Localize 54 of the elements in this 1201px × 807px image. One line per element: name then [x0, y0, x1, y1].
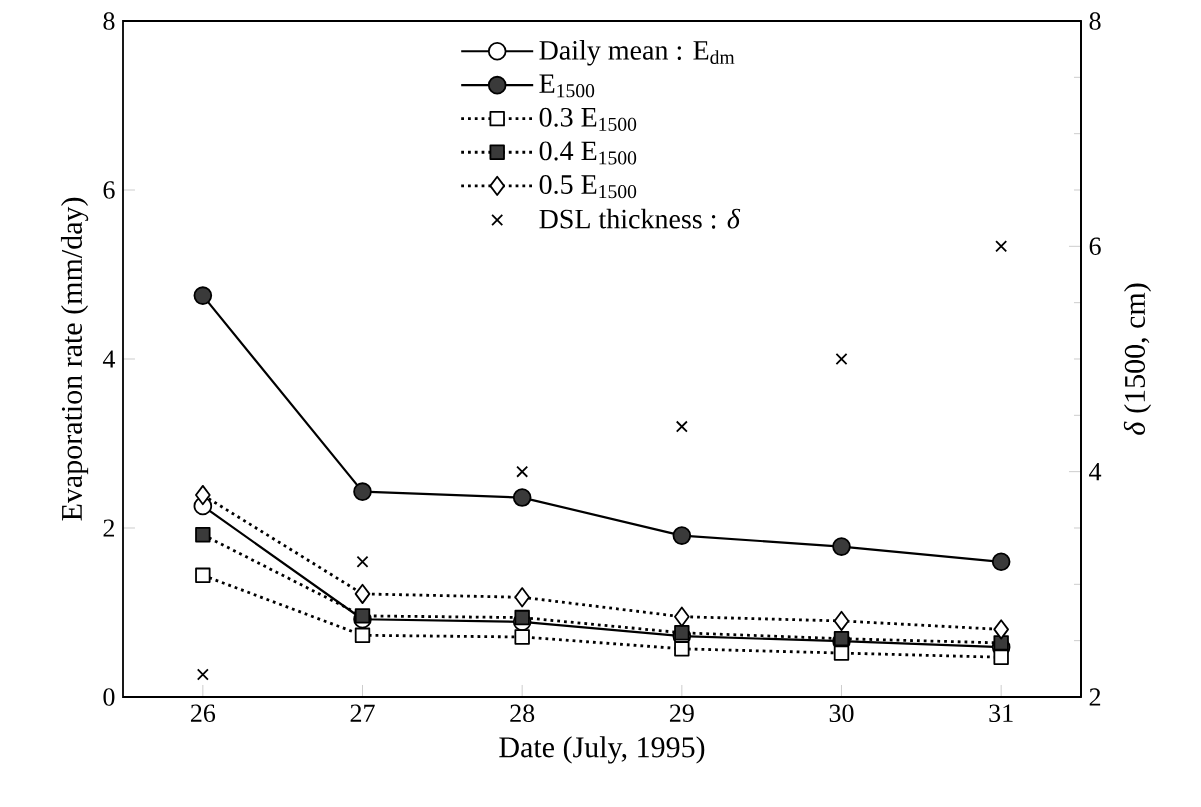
point	[354, 627, 371, 643]
legend-label: Daily mean : E$_{dm}$	[539, 40, 735, 66]
point	[354, 608, 371, 624]
y2-tick-label: 2	[1089, 688, 1101, 706]
x-tick-label: 30	[829, 704, 854, 723]
point	[353, 482, 372, 501]
legend-label: 0.3 E$_{1500}$	[539, 107, 637, 131]
point	[516, 465, 529, 478]
point	[993, 619, 1009, 640]
point	[672, 526, 692, 545]
point	[193, 286, 213, 305]
y-tick-label: 4	[102, 350, 116, 368]
point	[833, 630, 850, 647]
x-axis-title: Date (July, 1995)	[499, 736, 705, 764]
y-tick-label: 2	[103, 519, 115, 537]
y2-tick-label: 4	[1089, 463, 1102, 481]
y2-tick-label: 6	[1089, 237, 1101, 256]
legend-label: 0.5 E$_{1500}$	[539, 175, 637, 199]
legend-label: DSL thickness : δ	[539, 208, 741, 229]
legend-label: 0.4 E$_{1500}$	[539, 141, 637, 165]
point	[354, 583, 371, 604]
point	[195, 484, 211, 506]
y2-axis-title: δ (1500, cm)	[1123, 283, 1152, 435]
y-tick-label: 0	[103, 688, 115, 706]
x-tick-label: 29	[669, 704, 694, 723]
legend-label: E$_{1500}$	[539, 74, 595, 98]
point	[835, 353, 848, 365]
point	[833, 645, 850, 661]
point	[993, 649, 1009, 665]
point	[674, 641, 690, 657]
point	[991, 552, 1011, 572]
point	[195, 567, 211, 584]
point	[196, 668, 209, 681]
point	[356, 555, 369, 568]
x-tick-label: 27	[350, 704, 375, 722]
point	[674, 625, 690, 641]
y2-tick-label: 8	[1089, 12, 1101, 30]
point	[675, 420, 688, 433]
y-tick-label: 6	[103, 181, 115, 199]
x-tick-label: 28	[510, 704, 535, 723]
point	[833, 610, 850, 632]
point	[514, 629, 530, 645]
x-tick-label: 31	[989, 704, 1013, 723]
y-tick-label: 8	[103, 12, 115, 30]
x-tick-label: 26	[190, 704, 216, 723]
point	[512, 488, 532, 507]
point	[514, 587, 530, 608]
point	[514, 609, 530, 626]
point	[993, 635, 1009, 651]
point	[995, 240, 1008, 253]
point	[674, 606, 690, 627]
point	[195, 527, 211, 543]
y-axis-title: Evaporation rate (mm/day)	[60, 197, 89, 521]
point	[832, 537, 851, 556]
